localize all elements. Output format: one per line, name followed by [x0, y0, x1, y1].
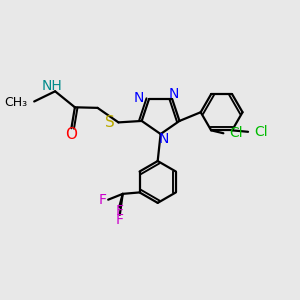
Text: NH: NH: [42, 79, 63, 93]
Text: F: F: [116, 213, 124, 227]
Text: O: O: [65, 127, 77, 142]
Text: N: N: [134, 91, 144, 105]
Text: S: S: [105, 115, 115, 130]
Text: F: F: [115, 204, 123, 218]
Text: N: N: [169, 87, 179, 101]
Text: F: F: [99, 193, 107, 207]
Text: Cl: Cl: [229, 126, 243, 140]
Text: CH₃: CH₃: [5, 96, 28, 109]
Text: Cl: Cl: [254, 125, 268, 139]
Text: N: N: [158, 132, 169, 146]
